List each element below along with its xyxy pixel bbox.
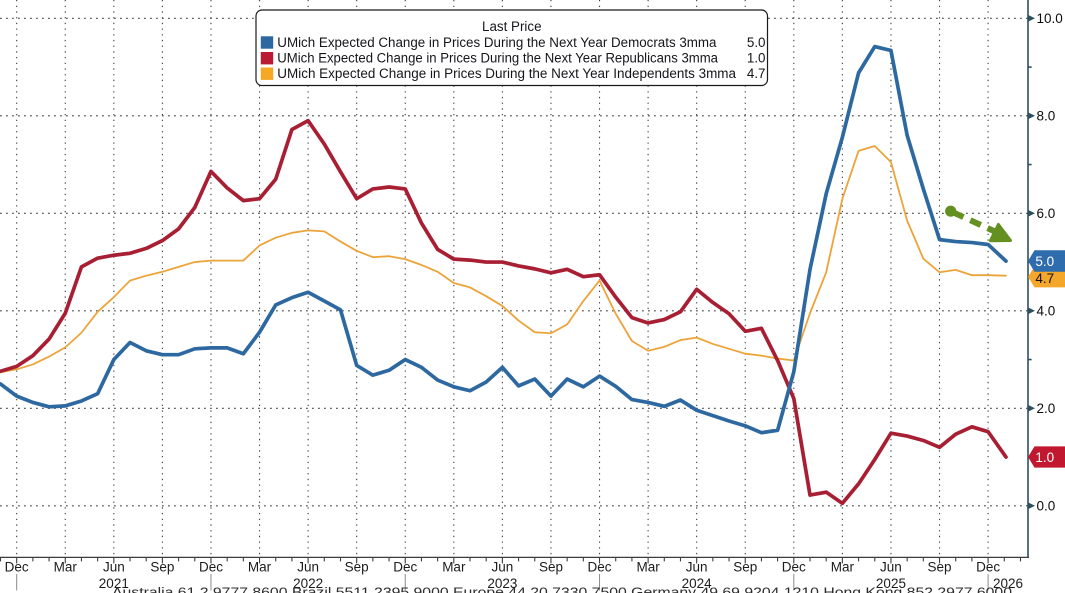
svg-text:Sep: Sep	[150, 560, 174, 575]
svg-text:10.0: 10.0	[1037, 11, 1063, 26]
svg-text:1.0: 1.0	[747, 51, 766, 66]
svg-text:4.0: 4.0	[1037, 303, 1056, 318]
svg-text:0.0: 0.0	[1037, 498, 1056, 513]
svg-text:4.7: 4.7	[747, 66, 766, 81]
svg-text:Dec: Dec	[393, 560, 417, 575]
svg-text:Sep: Sep	[345, 560, 369, 575]
svg-text:Dec: Dec	[782, 560, 806, 575]
svg-text:2.0: 2.0	[1037, 401, 1056, 416]
svg-text:Sep: Sep	[733, 560, 757, 575]
svg-text:1.0: 1.0	[1035, 450, 1054, 465]
svg-text:Sep: Sep	[539, 560, 563, 575]
svg-text:Dec: Dec	[976, 560, 1000, 575]
svg-text:Jun: Jun	[297, 560, 319, 575]
svg-text:Dec: Dec	[5, 560, 29, 575]
svg-text:Mar: Mar	[636, 560, 660, 575]
svg-text:2023: 2023	[487, 576, 517, 591]
svg-text:2025: 2025	[876, 576, 906, 591]
svg-text:5.0: 5.0	[747, 35, 766, 50]
svg-text:UMich Expected Change in Price: UMich Expected Change in Prices During t…	[277, 66, 736, 81]
svg-text:Sep: Sep	[928, 560, 952, 575]
svg-text:UMich Expected Change in Price: UMich Expected Change in Prices During t…	[277, 51, 718, 66]
svg-text:Mar: Mar	[831, 560, 855, 575]
svg-text:Australia 61 2 9777 8600 Brazi: Australia 61 2 9777 8600 Brazil 5511 239…	[112, 585, 1012, 593]
svg-text:Mar: Mar	[248, 560, 272, 575]
svg-text:2026: 2026	[993, 576, 1023, 591]
svg-text:2021: 2021	[99, 576, 129, 591]
svg-text:Mar: Mar	[442, 560, 466, 575]
svg-text:Dec: Dec	[588, 560, 612, 575]
svg-text:8.0: 8.0	[1037, 108, 1056, 123]
svg-text:UMich Expected Change in Price: UMich Expected Change in Prices During t…	[277, 35, 717, 50]
svg-text:Mar: Mar	[54, 560, 78, 575]
svg-text:4.7: 4.7	[1035, 271, 1054, 286]
svg-text:Dec: Dec	[199, 560, 223, 575]
svg-text:6.0: 6.0	[1037, 206, 1056, 221]
svg-text:2024: 2024	[682, 576, 713, 591]
svg-text:Last Price: Last Price	[482, 19, 542, 34]
svg-text:5.0: 5.0	[1035, 254, 1054, 269]
svg-text:2022: 2022	[293, 576, 323, 591]
svg-text:Jun: Jun	[103, 560, 125, 575]
svg-text:Jun: Jun	[686, 560, 708, 575]
svg-text:Jun: Jun	[880, 560, 902, 575]
svg-text:Jun: Jun	[491, 560, 513, 575]
